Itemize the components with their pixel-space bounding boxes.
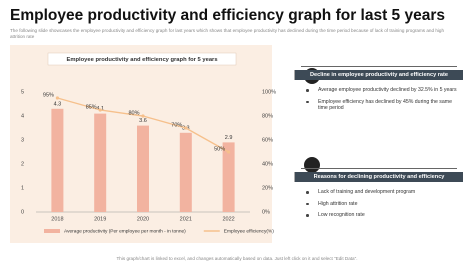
data-label: 2.9	[225, 135, 233, 141]
bar	[51, 108, 64, 212]
line-marker	[141, 114, 145, 118]
x-tick-label: 2020	[137, 216, 149, 222]
y2-tick-label: 20%	[262, 185, 273, 191]
data-label: 4.3	[54, 101, 62, 107]
data-label: 70%	[171, 122, 182, 128]
bullet-list: Lack of training and development program…	[300, 189, 460, 224]
line-marker	[55, 96, 60, 100]
x-tick-label: 2018	[51, 216, 63, 222]
line-marker	[98, 108, 102, 112]
section-heading: Reasons for declining productivity and e…	[294, 168, 463, 182]
bullet: Low recognition rate	[300, 212, 460, 219]
legend-label: Average productivity (Per employee per m…	[64, 228, 186, 234]
chart-title: Employee productivity and efficiency gra…	[66, 57, 217, 63]
bar	[94, 113, 107, 212]
bullet-list: Average employee productivity declined b…	[300, 87, 460, 117]
y-tick-label: 1	[21, 185, 24, 191]
y-tick-label: 3	[21, 137, 24, 143]
bar	[179, 132, 192, 212]
slide-subtitle: The following slide showcases the employ…	[10, 28, 445, 39]
slide-title: Employee productivity and efficiency gra…	[10, 7, 445, 24]
bullet: High attrition rate	[300, 201, 460, 208]
y2-tick-label: 40%	[262, 161, 273, 167]
legend-label: Employee efficiency(%)	[224, 228, 274, 234]
data-label: 85%	[86, 104, 97, 110]
line-marker	[227, 150, 231, 154]
y-tick-label: 2	[21, 161, 24, 167]
line-marker	[184, 126, 188, 130]
y-tick-label: 4	[21, 113, 24, 119]
y2-tick-label: 60%	[262, 137, 273, 143]
y2-tick-label: 80%	[262, 113, 273, 119]
bullet: Employee efficiency has declined by 45% …	[300, 99, 460, 112]
bullet: Average employee productivity declined b…	[300, 87, 460, 94]
x-tick-label: 2019	[94, 216, 106, 222]
data-label: 50%	[214, 146, 225, 152]
section-icon	[304, 157, 320, 173]
data-label: 80%	[128, 110, 139, 116]
x-tick-label: 2021	[180, 216, 192, 222]
y2-tick-label: 0%	[262, 209, 270, 215]
legend-swatch	[44, 229, 60, 233]
y-tick-label: 0	[21, 209, 24, 215]
bar	[222, 142, 235, 212]
x-tick-label: 2022	[222, 216, 234, 222]
chart-title-box	[47, 52, 237, 66]
section-heading: Decline in employee productivity and eff…	[294, 66, 463, 80]
data-label: 95%	[43, 92, 54, 98]
footer-note: This graph/chart is linked to excel, and…	[116, 256, 358, 261]
bar	[137, 125, 149, 212]
y-tick-label: 5	[21, 89, 24, 95]
bullet: Lack of training and development program	[300, 189, 460, 196]
y2-tick-label: 100%	[262, 89, 276, 95]
data-label: 3.6	[139, 118, 147, 124]
